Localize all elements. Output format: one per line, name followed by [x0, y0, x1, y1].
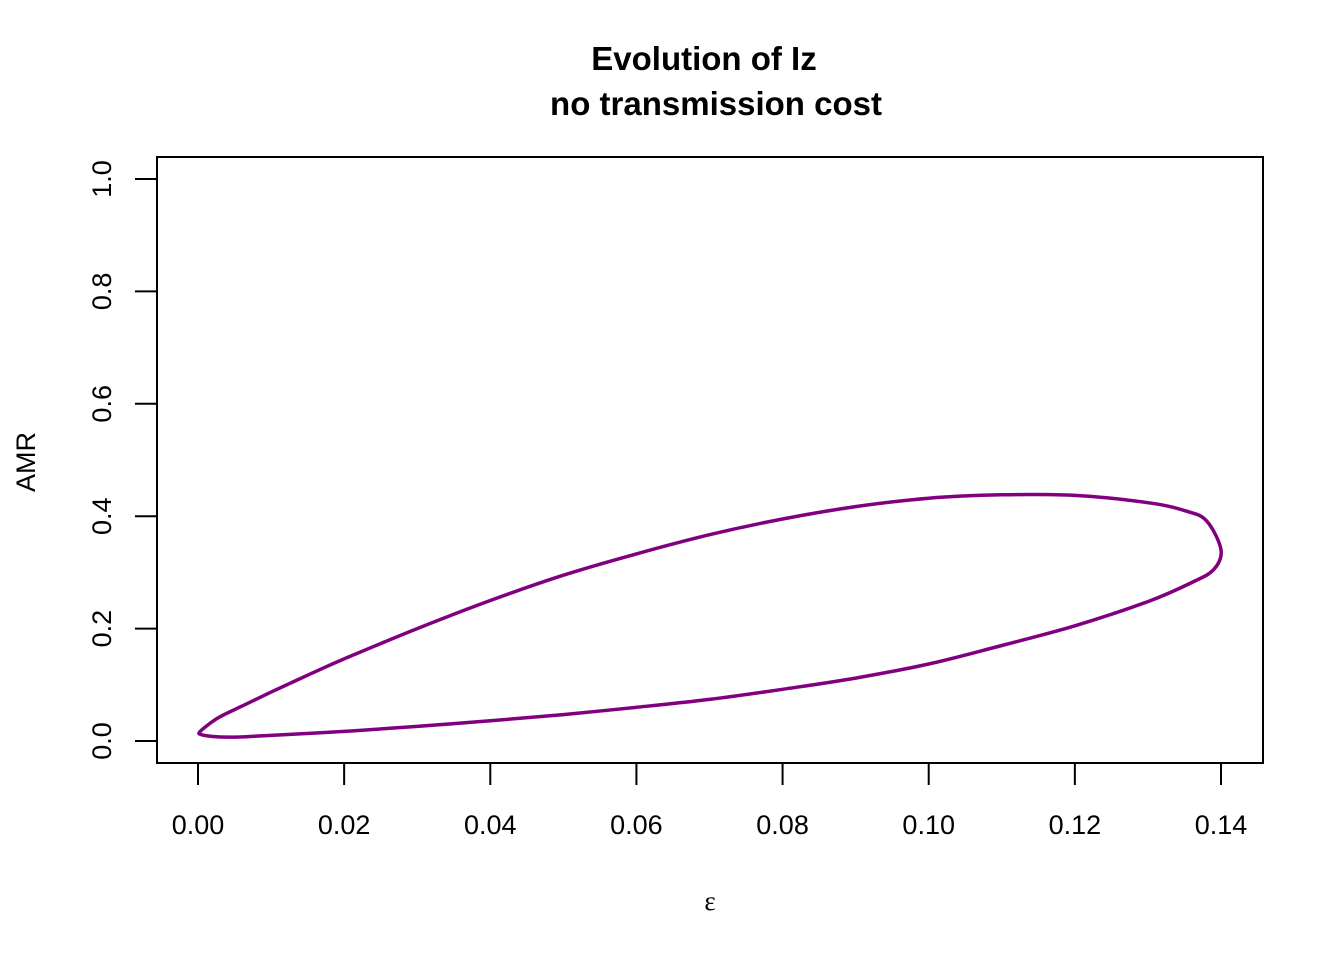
y-tick-label: 0.0 — [87, 722, 117, 760]
series-line — [197, 492, 1223, 739]
x-axis: 0.00 0.02 0.04 0.06 0.08 0.10 0.12 0.14 — [172, 762, 1248, 840]
x-tick-label: 0.04 — [464, 810, 517, 840]
x-tick-label: 0.12 — [1049, 810, 1102, 840]
x-tick-label: 0.10 — [902, 810, 955, 840]
y-tick-label: 0.2 — [87, 610, 117, 648]
x-tick-label: 0.06 — [610, 810, 663, 840]
x-axis-label: ε — [704, 886, 715, 916]
y-tick-label: 0.4 — [87, 497, 117, 535]
series-layer — [197, 492, 1223, 739]
y-tick-label: 0.8 — [87, 273, 117, 311]
x-tick-label: 0.02 — [318, 810, 371, 840]
x-tick-label: 0.00 — [172, 810, 225, 840]
y-tick-label: 0.6 — [87, 385, 117, 423]
y-axis: 0.0 0.2 0.4 0.6 0.8 1.0 — [87, 160, 158, 760]
y-axis-label: AMR — [11, 432, 41, 492]
x-tick-label: 0.08 — [756, 810, 809, 840]
y-tick-label: 1.0 — [87, 160, 117, 198]
chart-subtitle: no transmission cost — [550, 85, 882, 122]
chart-title: Evolution of Iz — [591, 40, 816, 77]
plot-frame — [156, 156, 1264, 764]
x-tick-label: 0.14 — [1195, 810, 1248, 840]
